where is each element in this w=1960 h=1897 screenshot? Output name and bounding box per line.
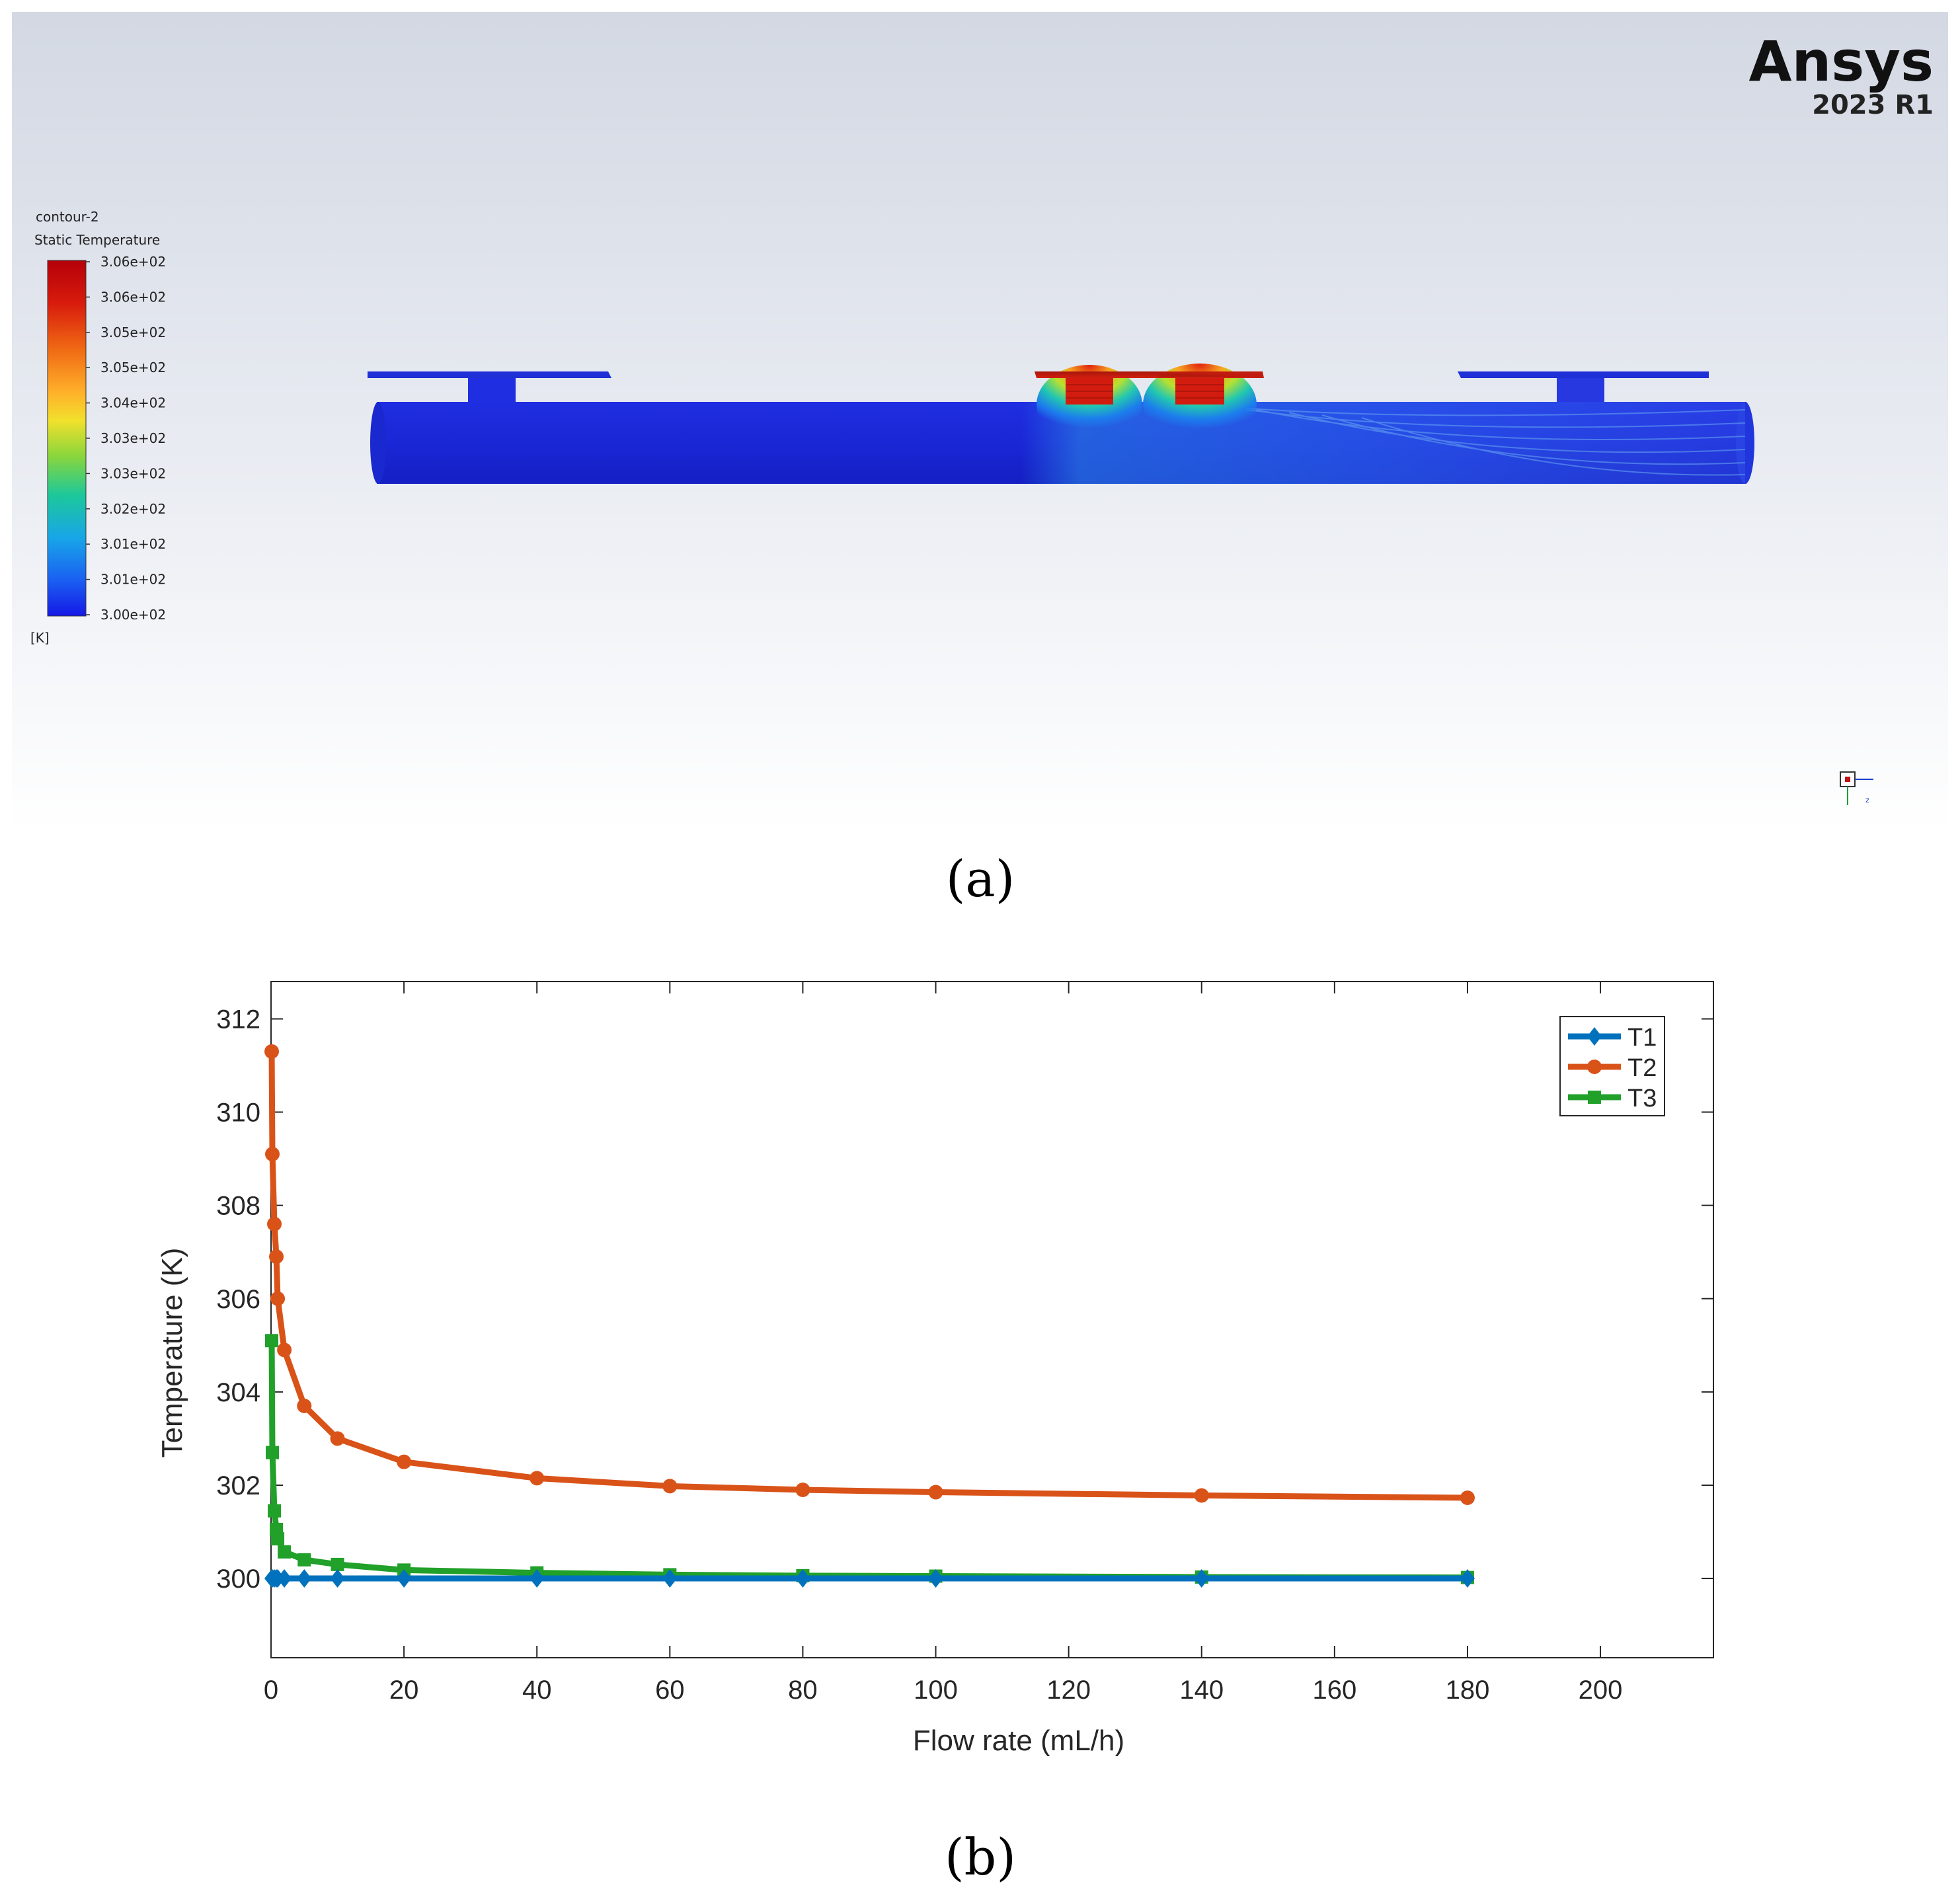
data-point: [330, 1569, 345, 1588]
data-point: [1194, 1488, 1209, 1503]
y-tick-label: 310: [216, 1099, 260, 1128]
x-axis-label: Flow rate (mL/h): [913, 1724, 1124, 1757]
colorbar-tick-label: 3.05e+02: [100, 325, 166, 340]
x-tick-label: 0: [264, 1676, 278, 1705]
series-T1: [264, 1569, 1475, 1588]
data-point: [928, 1569, 943, 1588]
data-point: [662, 1479, 678, 1494]
colorbar-tick-label: 3.06e+02: [100, 254, 166, 270]
temperature-streamlines: [1202, 404, 1746, 476]
svg-text:z: z: [1865, 796, 1869, 804]
data-point: [267, 1216, 282, 1231]
data-point: [297, 1399, 312, 1414]
x-tick-label: 60: [655, 1676, 685, 1705]
legend-label: T1: [1627, 1024, 1657, 1052]
data-point: [662, 1569, 678, 1588]
data-point: [795, 1569, 810, 1588]
data-point: [277, 1342, 292, 1358]
colorbar-ticks: 3.06e+02 3.06e+02 3.05e+02 3.05e+02 3.04e+02…: [86, 254, 166, 623]
data-point: [331, 1557, 344, 1571]
data-point: [266, 1446, 280, 1459]
legend-marker: [1587, 1027, 1602, 1046]
data-point: [277, 1569, 292, 1588]
y-tick-label: 306: [216, 1285, 260, 1314]
legend-marker: [1588, 1091, 1601, 1104]
data-point: [268, 1504, 282, 1518]
pipe-geometry: [368, 364, 1754, 484]
data-point: [397, 1454, 412, 1469]
panel-a-label: (a): [945, 849, 1015, 908]
data-point: [271, 1532, 285, 1546]
legend-variable: Static Temperature: [34, 232, 160, 248]
plot-area: [270, 981, 1714, 1658]
x-tick-label: 100: [914, 1676, 958, 1705]
data-point: [330, 1431, 345, 1446]
legend-label: T2: [1627, 1054, 1657, 1082]
data-point: [1460, 1490, 1475, 1506]
data-point: [397, 1569, 412, 1588]
y-tick-label: 312: [216, 1005, 260, 1034]
colorbar-tick-label: 3.01e+02: [100, 572, 166, 588]
legend-unit: [K]: [30, 630, 50, 646]
data-point: [1194, 1569, 1209, 1588]
legend-title: contour-2: [36, 209, 99, 225]
y-tick-label: 300: [216, 1565, 260, 1594]
x-tick-label: 20: [389, 1676, 419, 1705]
svg-text:2023 R1: 2023 R1: [1812, 90, 1934, 120]
data-point: [297, 1553, 311, 1567]
panel-b-label: (b): [945, 1828, 1016, 1886]
x-tick-label: 180: [1446, 1676, 1490, 1705]
inlet-stem-left: [468, 378, 516, 403]
colorbar-tick-label: 3.01e+02: [100, 536, 166, 552]
svg-text:Ansys: Ansys: [1748, 29, 1934, 94]
x-tick-label: 140: [1179, 1676, 1224, 1705]
data-point: [269, 1249, 284, 1264]
colorbar-tick-label: 3.02e+02: [100, 501, 166, 517]
outlet-stem-right: [1557, 378, 1604, 403]
ansys-logo: Ansys 2023 R1: [1748, 29, 1934, 120]
legend-marker: [1587, 1060, 1602, 1074]
y-tick-label: 308: [216, 1192, 260, 1221]
data-point: [278, 1545, 292, 1559]
x-tick-label: 80: [788, 1676, 818, 1705]
colorbar-tick-label: 3.06e+02: [100, 289, 166, 305]
axis-triad-icon[interactable]: z: [1840, 771, 1873, 805]
inlet-plate-left: [368, 371, 611, 378]
data-point: [928, 1485, 943, 1500]
data-point: [265, 1147, 280, 1162]
mixing-region: [1021, 402, 1745, 484]
data-point: [297, 1569, 312, 1588]
colorbar-tick-label: 3.03e+02: [100, 465, 166, 481]
colorbar-tick-label: 3.04e+02: [100, 395, 166, 411]
x-tick-label: 200: [1579, 1676, 1623, 1705]
colorbar-tick-label: 3.00e+02: [100, 607, 166, 623]
outlet-plate-right: [1458, 371, 1709, 378]
data-point: [529, 1471, 545, 1486]
data-point: [1460, 1569, 1475, 1588]
data-point: [264, 1044, 280, 1059]
colorbar-tick-label: 3.05e+02: [100, 360, 166, 375]
legend-label: T3: [1627, 1085, 1657, 1112]
x-tick-label: 40: [522, 1676, 552, 1705]
x-tick-label: 160: [1312, 1676, 1356, 1705]
y-tick-label: 304: [216, 1378, 260, 1407]
data-point: [529, 1569, 545, 1588]
data-point: [795, 1483, 810, 1498]
contour-panel: Ansys 2023 R1 contour-2 Static Temperatu…: [12, 12, 1948, 833]
colorbar: [47, 260, 87, 617]
data-point: [270, 1291, 286, 1306]
x-tick-label: 120: [1046, 1676, 1091, 1705]
series-T2: [264, 1044, 1475, 1506]
y-axis-label: Temperature (K): [156, 1248, 188, 1458]
colorbar-tick-label: 3.03e+02: [100, 430, 166, 446]
data-point: [265, 1334, 279, 1348]
y-tick-label: 302: [216, 1471, 260, 1500]
